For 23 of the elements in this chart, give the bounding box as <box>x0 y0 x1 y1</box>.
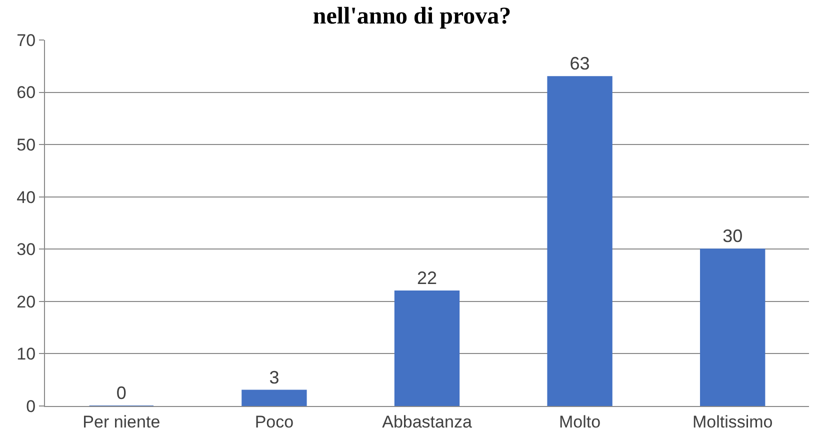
chart-title: nell'anno di prova? <box>312 3 512 30</box>
data-label: 63 <box>570 54 590 74</box>
y-tick-label: 40 <box>16 188 36 207</box>
x-tick-label: Poco <box>254 412 294 432</box>
x-tick-label: Abbastanza <box>382 412 472 432</box>
y-tick-label: 60 <box>16 83 36 102</box>
data-label: 3 <box>269 367 280 388</box>
bar <box>242 390 307 406</box>
y-tick-label: 50 <box>16 136 36 155</box>
y-tick-label: 30 <box>16 240 36 260</box>
data-label: 0 <box>116 383 126 403</box>
data-label: 22 <box>416 268 438 288</box>
x-tick-label: Per niente <box>82 412 160 432</box>
data-label: 30 <box>722 226 743 246</box>
bar <box>547 76 612 406</box>
y-tick-label: 10 <box>16 344 36 364</box>
x-tick-label: Molto <box>559 412 601 432</box>
bar <box>700 248 766 406</box>
y-tick-label: 20 <box>16 292 36 312</box>
y-tick-label: 0 <box>26 396 36 416</box>
bar <box>394 290 460 406</box>
x-tick-label: Moltissimo <box>692 412 773 432</box>
y-tick-label: 70 <box>16 30 36 50</box>
